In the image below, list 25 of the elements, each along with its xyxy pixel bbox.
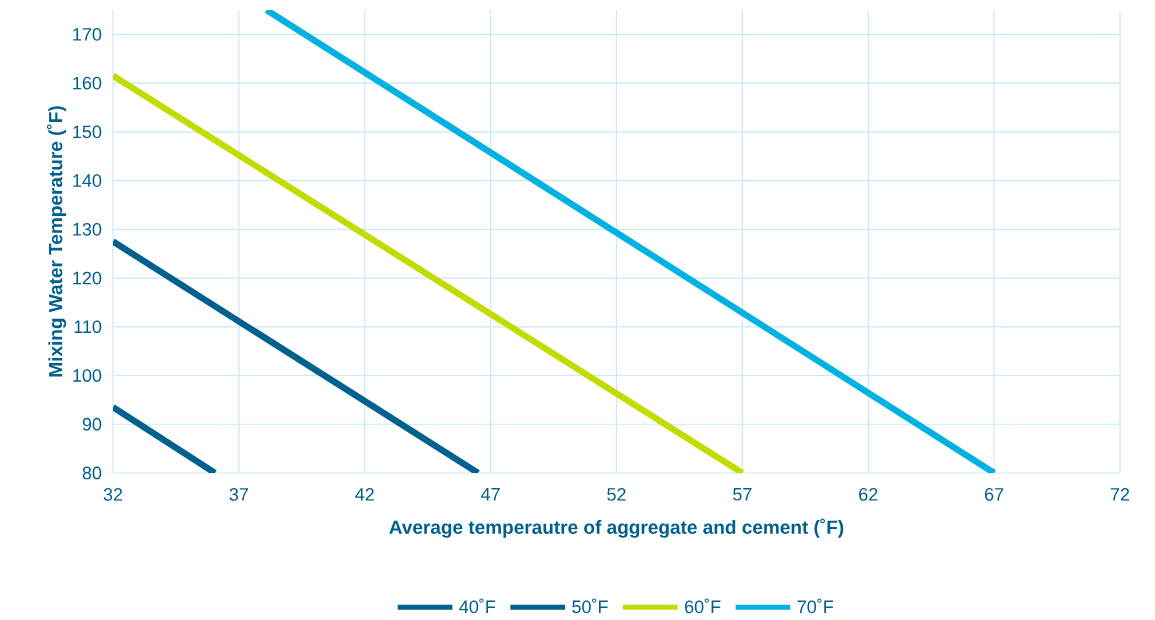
- x-tick-label: 47: [481, 488, 500, 501]
- x-axis-title: Average temperautre of aggregate and cement (˚F): [389, 518, 844, 538]
- y-tick-label: 160: [73, 76, 102, 90]
- legend-label: 40˚F: [459, 598, 496, 614]
- y-tick-label: 120: [73, 271, 102, 285]
- x-tick-label: 32: [103, 488, 123, 501]
- y-tick-label: 110: [74, 320, 102, 334]
- y-tick-label: 100: [73, 369, 102, 382]
- x-tick-label: 72: [1110, 488, 1130, 501]
- legend-label: 70˚F: [797, 598, 834, 614]
- x-tick-label: 42: [355, 488, 374, 501]
- x-tick-label: 52: [607, 488, 626, 501]
- x-tick-label: 67: [985, 488, 1004, 501]
- y-tick-label: 80: [82, 466, 102, 480]
- x-tick-label: 62: [859, 488, 878, 501]
- x-tick-label: 57: [733, 488, 752, 501]
- y-tick-label: 130: [73, 222, 102, 236]
- y-tick-label: 90: [82, 417, 102, 431]
- y-axis-title: Mixing Water Temperature (˚F): [46, 106, 67, 377]
- y-tick-label: 170: [73, 27, 102, 41]
- y-tick-label: 140: [73, 174, 102, 187]
- legend-label: 60˚F: [685, 598, 721, 614]
- y-tick-label: 150: [73, 125, 102, 139]
- x-tick-label: 37: [229, 488, 248, 501]
- legend-label: 50˚F: [572, 598, 608, 614]
